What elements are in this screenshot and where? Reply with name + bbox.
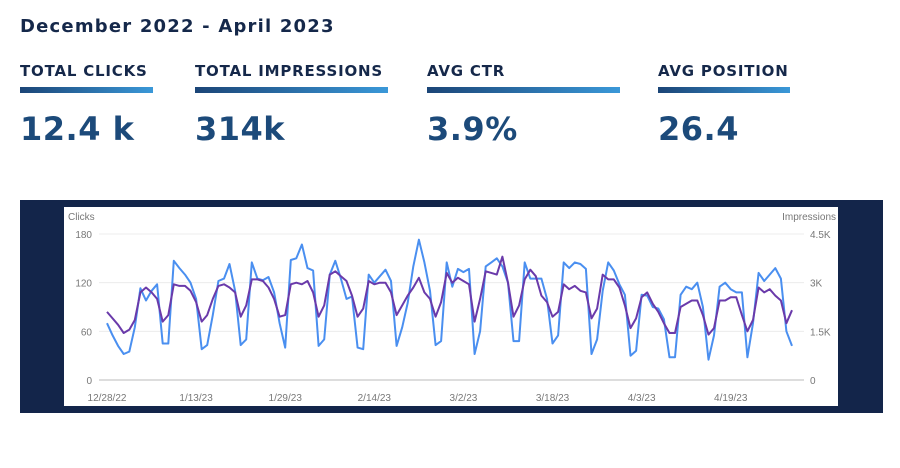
left-tick-label: 120 (75, 279, 92, 290)
kpi-label: AVG POSITION (658, 62, 789, 80)
kpi-underline (658, 87, 790, 93)
right-tick-label: 1.5K (810, 327, 831, 338)
x-tick-label: 2/14/23 (358, 393, 392, 404)
x-tick-label: 12/28/22 (88, 393, 127, 404)
kpi-underline (427, 87, 620, 93)
x-tick-label: 3/18/23 (536, 393, 570, 404)
kpi-underline (195, 87, 388, 93)
left-tick-label: 180 (75, 230, 92, 241)
right-axis-title: Impressions (782, 212, 836, 223)
left-tick-label: 60 (81, 327, 93, 338)
kpi-total-clicks: TOTAL CLICKS 12.4 k (20, 62, 153, 148)
kpi-value: 3.9% (427, 110, 518, 148)
kpi-total-impressions: TOTAL IMPRESSIONS 314k (195, 62, 388, 148)
impressions-line (106, 255, 793, 336)
x-tick-label: 3/2/23 (450, 393, 478, 404)
clicks-impressions-chart: Clicks Impressions 0 0 60 1.5K 120 3K 180 4.5K 12/… (68, 212, 836, 404)
kpi-value: 26.4 (658, 110, 739, 148)
x-tick-label: 1/29/23 (269, 393, 303, 404)
right-tick-label: 4.5K (810, 230, 831, 241)
clicks-line (106, 238, 793, 361)
left-axis-title: Clicks (68, 212, 95, 223)
right-tick-label: 3K (810, 279, 823, 290)
right-tick-label: 0 (810, 376, 816, 387)
x-tick-label: 1/13/23 (179, 393, 213, 404)
left-tick-label: 0 (86, 376, 92, 387)
x-tick-label: 4/3/23 (628, 393, 656, 404)
chart-panel: Clicks Impressions 0 0 60 1.5K 120 3K 180 4.5K 12/… (20, 200, 883, 413)
x-tick-label: 4/19/23 (714, 393, 748, 404)
kpi-value: 12.4 k (20, 110, 135, 148)
kpi-label: TOTAL CLICKS (20, 62, 148, 80)
kpi-avg-position: AVG POSITION 26.4 (658, 62, 790, 148)
chart-plot-area: Clicks Impressions 0 0 60 1.5K 120 3K 180 4.5K 12/… (64, 207, 838, 406)
kpi-value: 314k (195, 110, 286, 148)
kpi-label: AVG CTR (427, 62, 506, 80)
kpi-avg-ctr: AVG CTR 3.9% (427, 62, 620, 148)
kpi-label: TOTAL IMPRESSIONS (195, 62, 383, 80)
kpi-underline (20, 87, 153, 93)
date-range-title: December 2022 - April 2023 (20, 16, 335, 37)
